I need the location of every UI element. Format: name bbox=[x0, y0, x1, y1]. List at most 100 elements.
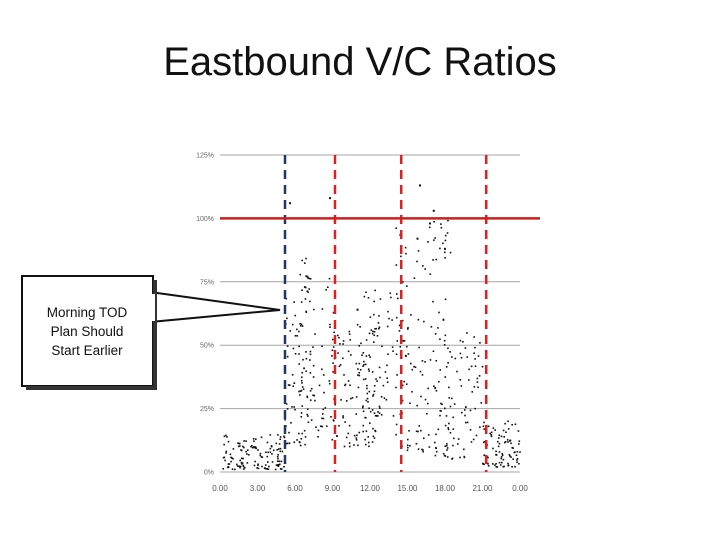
data-point bbox=[516, 461, 518, 463]
data-point bbox=[314, 333, 316, 335]
x-tick-label: 6.00 bbox=[287, 484, 303, 493]
data-point bbox=[312, 394, 314, 397]
data-point bbox=[325, 425, 328, 428]
data-point bbox=[248, 453, 250, 456]
data-point bbox=[447, 219, 449, 222]
data-point bbox=[497, 445, 500, 448]
data-point bbox=[438, 311, 440, 314]
data-point bbox=[313, 308, 315, 311]
x-tick-label: 15.00 bbox=[397, 484, 418, 493]
data-point bbox=[444, 455, 447, 457]
data-point bbox=[306, 413, 309, 416]
data-point bbox=[411, 390, 413, 393]
data-point bbox=[470, 365, 473, 368]
data-point bbox=[367, 441, 370, 444]
data-point bbox=[375, 327, 377, 330]
data-point bbox=[434, 454, 437, 457]
data-point bbox=[278, 463, 280, 466]
data-point bbox=[331, 355, 333, 357]
data-point bbox=[366, 384, 368, 387]
data-point bbox=[378, 366, 381, 369]
data-point bbox=[343, 374, 345, 376]
data-point bbox=[358, 362, 361, 365]
data-point bbox=[446, 447, 449, 449]
data-point bbox=[434, 441, 436, 444]
data-point bbox=[294, 352, 297, 355]
data-point bbox=[368, 445, 370, 448]
data-point bbox=[269, 451, 272, 454]
data-point bbox=[286, 408, 289, 410]
data-point bbox=[478, 375, 481, 377]
data-point bbox=[344, 383, 347, 386]
data-point bbox=[402, 340, 404, 342]
data-point bbox=[301, 386, 304, 388]
data-point bbox=[343, 445, 346, 448]
data-point bbox=[365, 291, 367, 294]
data-point bbox=[301, 432, 304, 435]
data-point bbox=[444, 376, 447, 378]
data-point bbox=[445, 415, 448, 417]
data-point bbox=[413, 277, 416, 280]
data-point bbox=[452, 416, 454, 419]
data-point bbox=[487, 463, 489, 465]
data-point bbox=[376, 380, 378, 382]
data-point bbox=[278, 463, 281, 466]
data-point bbox=[473, 386, 476, 388]
data-point bbox=[432, 300, 434, 303]
data-point bbox=[326, 286, 329, 289]
data-point bbox=[418, 346, 420, 349]
data-point bbox=[416, 237, 419, 240]
data-point bbox=[421, 448, 423, 451]
data-point bbox=[444, 298, 447, 301]
data-point bbox=[444, 247, 446, 250]
data-point bbox=[230, 460, 232, 463]
data-point bbox=[427, 434, 430, 436]
data-point bbox=[240, 449, 242, 451]
data-point bbox=[264, 467, 266, 469]
data-point bbox=[286, 317, 288, 320]
data-point bbox=[362, 365, 364, 367]
data-point bbox=[227, 463, 230, 465]
data-point bbox=[435, 450, 438, 453]
data-point bbox=[424, 268, 426, 270]
data-point bbox=[292, 385, 295, 387]
data-point bbox=[369, 422, 371, 424]
data-point bbox=[498, 434, 501, 437]
data-point bbox=[439, 369, 442, 371]
data-point bbox=[375, 378, 377, 380]
data-point bbox=[514, 451, 516, 453]
data-point bbox=[278, 443, 281, 445]
x-tick-label: 0.00 bbox=[512, 484, 528, 493]
data-point bbox=[399, 346, 402, 348]
data-point bbox=[298, 363, 301, 365]
data-point bbox=[314, 399, 316, 402]
data-point bbox=[358, 344, 360, 347]
data-point bbox=[429, 222, 431, 225]
data-point bbox=[470, 441, 473, 443]
data-point bbox=[329, 323, 331, 326]
data-point bbox=[293, 441, 296, 444]
data-point bbox=[367, 368, 370, 370]
data-point bbox=[432, 209, 435, 212]
data-point bbox=[306, 396, 309, 399]
data-point bbox=[300, 301, 303, 303]
data-point bbox=[253, 464, 256, 467]
data-point bbox=[304, 298, 307, 300]
data-point bbox=[245, 440, 247, 442]
data-point bbox=[337, 352, 339, 354]
data-point bbox=[254, 460, 256, 463]
data-point bbox=[305, 311, 308, 313]
data-point bbox=[406, 345, 408, 348]
data-point bbox=[446, 443, 448, 445]
data-point bbox=[325, 288, 327, 291]
data-point bbox=[309, 372, 312, 374]
data-point bbox=[306, 395, 309, 398]
data-point bbox=[374, 289, 376, 292]
data-point bbox=[510, 456, 512, 458]
data-point bbox=[373, 390, 376, 393]
data-point bbox=[254, 446, 256, 449]
data-point bbox=[345, 400, 348, 402]
data-point bbox=[411, 368, 414, 371]
data-point bbox=[223, 443, 225, 446]
data-point bbox=[257, 467, 260, 470]
